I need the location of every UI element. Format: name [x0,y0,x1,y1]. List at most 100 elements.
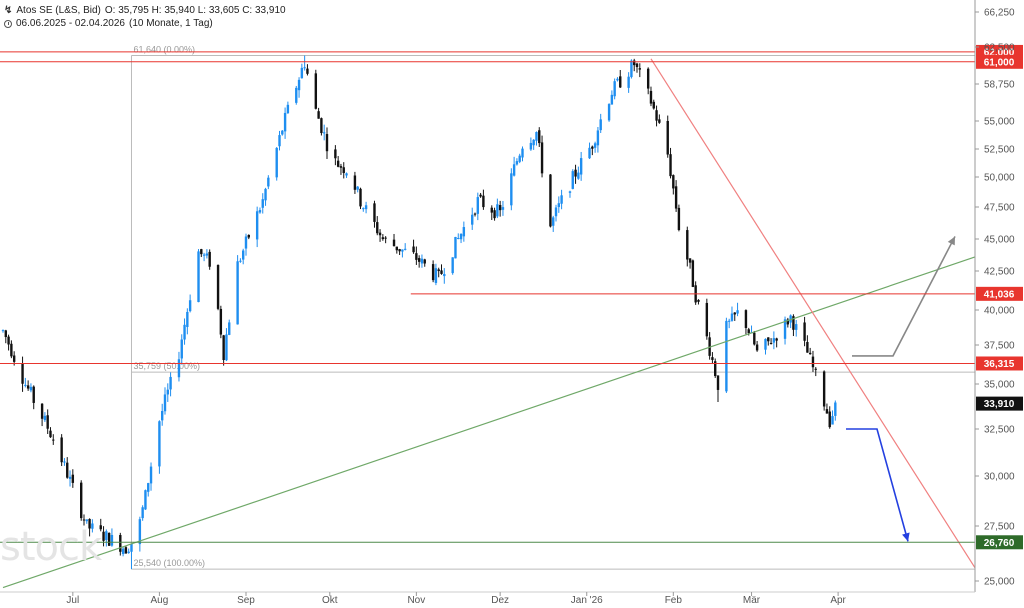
month-label: Jan '26 [571,595,603,606]
candle-body [638,68,642,70]
candle-body [378,232,382,236]
level-badge [976,54,1023,69]
candle-body [633,60,636,66]
candle-body [88,518,91,529]
price-axis[interactable]: 25,000 27,500 30,000 32,500 35,000 37,500 40,0… [974,0,1015,592]
candle-body [434,268,438,283]
candle-body [674,186,678,209]
candle-body [493,210,496,219]
price-tick-label: 32,500 [984,425,1015,436]
candle-body [420,258,424,264]
candle-body [440,270,443,274]
fib-level-label: 25,540 (100.00%) [133,558,205,568]
candle-body [730,313,734,321]
date-range: 06.06.2025 - 02.04.2026 [16,18,125,29]
price-tick-label: 55,000 [984,117,1015,128]
candle-body [688,258,692,263]
price-tick-label: 40,000 [984,306,1015,317]
candle-body [29,386,33,391]
candle-body [658,119,661,123]
candle-body [247,234,250,238]
candle-body [110,534,114,546]
candle-body [792,316,795,330]
candle-body [577,172,580,179]
month-label: Mär [743,595,761,606]
candle-body [725,320,728,392]
candle-body [417,258,421,262]
candle-body [4,330,7,338]
candle-body [7,336,10,345]
candle-body [297,79,301,91]
candle-body [532,139,535,146]
candle-body [649,90,653,104]
candle-body [789,315,792,323]
candle-body [60,437,63,463]
candle-body [451,257,454,274]
time-axis[interactable]: Jul Aug Sep Okt Nov Dez Jan '26 Feb Mär Apr [0,591,975,606]
candle-body [593,143,597,148]
candle-body [222,335,225,360]
candle-body [535,132,538,141]
candle-body [244,236,248,249]
candle-body [588,147,591,159]
downtrend-line [650,58,976,569]
candle-body [356,186,359,190]
candle-body [362,208,365,210]
candle-body [596,130,600,146]
candle-body [479,194,482,197]
candle-body [66,462,69,478]
candle-body [267,177,270,187]
candle-body [716,375,720,390]
candle-body [119,535,122,552]
candle-body [697,299,700,302]
candle-body [130,543,133,552]
month-label: Nov [407,595,425,606]
candle-body [398,249,401,252]
candle-body [49,430,52,438]
candle-body [786,319,790,325]
candle-body [769,342,773,344]
ohlc-values: O: 35,795 H: 35,940 L: 33,605 C: 33,910 [104,5,286,16]
candle-body [373,203,376,222]
candle-body [560,195,563,204]
candle-body [197,251,200,303]
candle-body [727,320,731,322]
candle-body [63,461,66,463]
candle-body [736,310,739,314]
level-badge-label: 62,000 [984,47,1015,58]
candle-body [462,227,466,237]
candle-body [437,269,440,272]
candle-body [652,101,655,109]
candle-body [105,531,108,541]
candle-body [705,302,709,337]
candle-body [510,173,513,206]
candle-body [783,319,787,339]
candle-body [733,312,736,315]
candle-body [236,261,239,325]
candle-body [613,81,616,97]
candle-body [557,203,561,208]
candle-body [825,409,829,414]
price-tick-label: 52,500 [984,145,1015,156]
candle-body [138,519,142,545]
candle-body [188,300,192,312]
candle-body [401,249,404,252]
candle-body [627,76,630,88]
candle-body [747,329,750,334]
bullish-scenario-arrow-head [947,236,955,246]
uptrend-line [2,256,976,589]
candle-body [258,210,262,213]
candle-body [711,357,714,360]
candle-body [320,118,323,134]
candle-body [180,339,183,359]
candle-body [32,386,35,403]
bullish-scenario-arrow-path [852,236,956,357]
candle-body [415,253,418,260]
candle-body [345,173,348,176]
candle-body [822,371,826,407]
candle-body [43,415,47,421]
candle-body [295,87,298,103]
level-badge-label: 61,000 [984,57,1015,68]
